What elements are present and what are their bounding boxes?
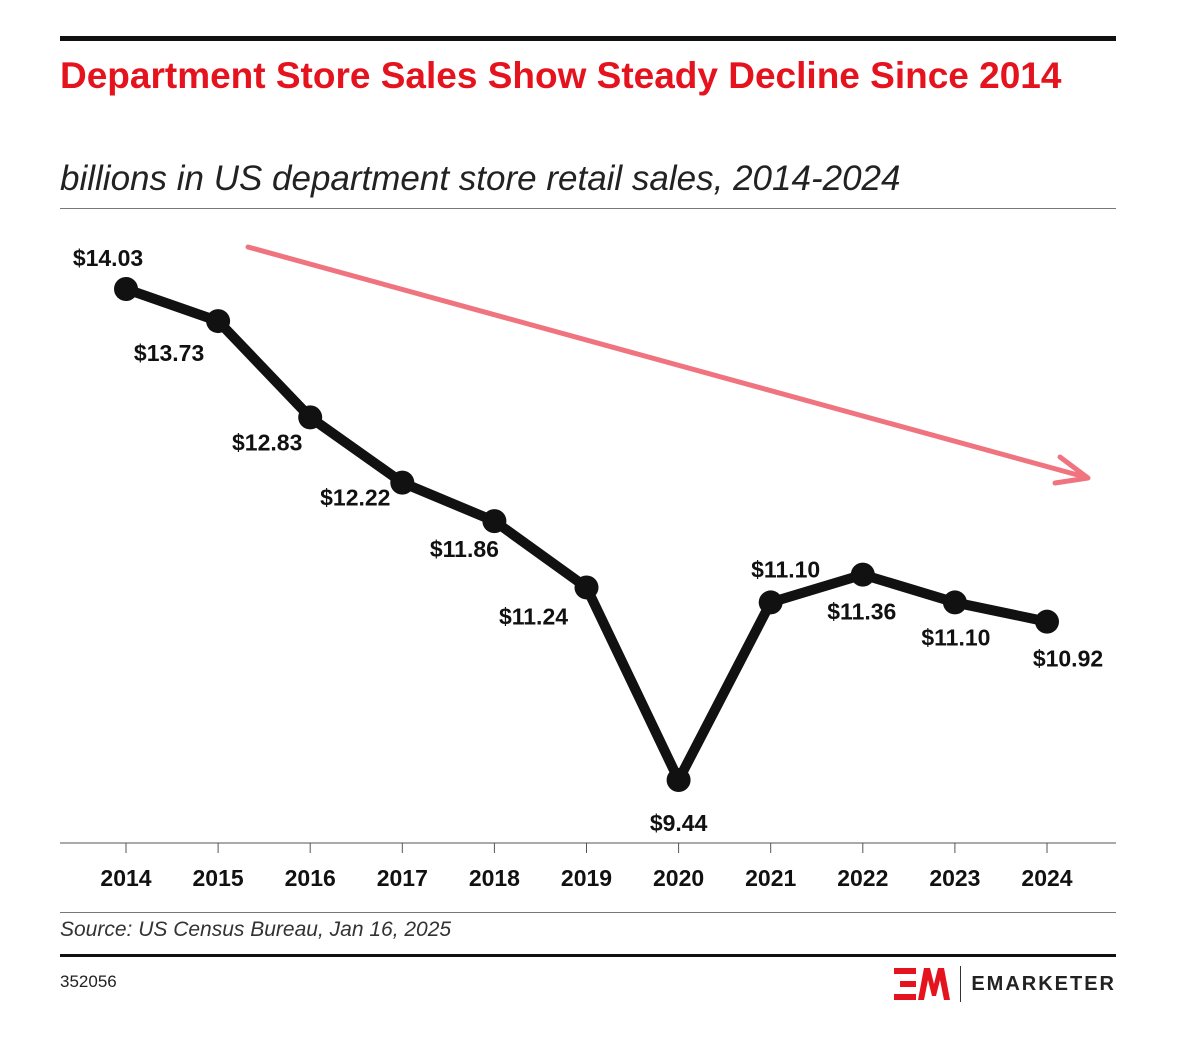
trend-arrow-line: [245, 244, 1088, 480]
data-point: [666, 768, 691, 792]
x-tick-label: 2024: [1021, 865, 1072, 891]
series-line: [121, 284, 1052, 785]
data-label: $11.36: [827, 599, 896, 625]
data-point: [298, 405, 323, 430]
data-label: $11.24: [499, 603, 568, 629]
chart-subtitle: billions in US department store retail s…: [60, 159, 901, 198]
data-label-layer: $14.03 $13.73 $12.83 $12.22 $11.86 $11.24 $9.4…: [73, 245, 1103, 836]
data-point: [1035, 609, 1059, 634]
x-tick-label: 2019: [561, 865, 612, 891]
data-label: $11.86: [430, 536, 499, 562]
series-line-layer: [114, 277, 1059, 792]
source-rule: [60, 912, 1116, 913]
x-tick-label: 2022: [837, 865, 888, 891]
x-axis: 2014 2015 2016 2017 2018 2019 2020 2021 2022 2023…: [60, 842, 1116, 891]
subtitle-rule: [60, 208, 1116, 209]
chart-title: Department Store Sales Show Steady Decli…: [60, 55, 1062, 96]
data-point: [942, 590, 967, 615]
data-point: [206, 309, 231, 334]
data-point: [482, 509, 507, 534]
em-logo-icon: [894, 968, 951, 1000]
data-label: $12.83: [232, 429, 302, 455]
bottom-rule: [60, 954, 1116, 957]
x-tick-label: 2016: [285, 865, 336, 891]
data-point: [850, 562, 875, 587]
brand-name: EMARKETER: [971, 972, 1116, 995]
data-point: [114, 277, 138, 301]
trend-annotation: [245, 244, 1091, 486]
data-point: [390, 470, 415, 495]
x-tick-label: 2021: [745, 865, 796, 891]
data-point: [574, 575, 599, 600]
x-tick-label: 2023: [929, 865, 980, 891]
x-tick-label: 2014: [100, 865, 151, 891]
x-tick-label: 2018: [469, 865, 520, 891]
trend-arrow-head: [1052, 454, 1091, 486]
data-label: $14.03: [73, 245, 143, 271]
data-point: [758, 590, 783, 615]
chart-id: 352056: [60, 972, 117, 991]
brand-logo: EMARKETER: [894, 966, 1116, 1002]
top-rule: [60, 36, 1116, 41]
source-note: Source: US Census Bureau, Jan 16, 2025: [60, 918, 452, 941]
x-tick-label: 2015: [193, 865, 244, 891]
data-label: $10.92: [1033, 646, 1103, 672]
brand-divider: [960, 966, 962, 1002]
data-label: $13.73: [134, 340, 204, 366]
x-tick-label: 2020: [653, 865, 704, 891]
data-label: $9.44: [650, 810, 708, 836]
data-label: $11.10: [921, 624, 990, 650]
data-label: $11.10: [751, 556, 820, 582]
x-tick-label: 2017: [377, 865, 428, 891]
data-label: $12.22: [320, 485, 390, 511]
